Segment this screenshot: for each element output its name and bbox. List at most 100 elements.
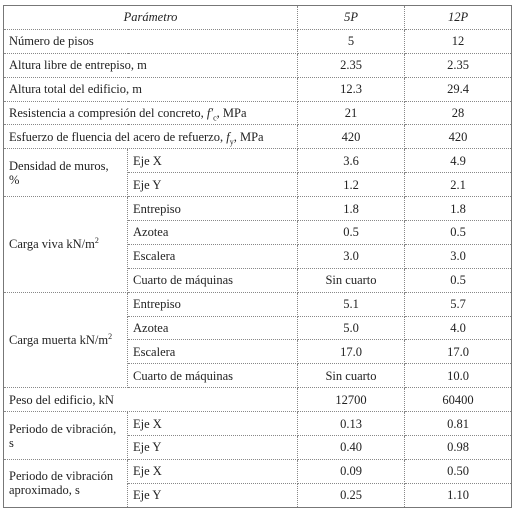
table-row: Escalera 3.0 3.0 — [4, 243, 513, 269]
value-cell: 1.2 — [297, 172, 406, 198]
label-part: f′ — [206, 106, 214, 120]
value-cell: 0.13 — [297, 411, 406, 437]
label-part: 2 — [108, 331, 113, 341]
value-cell: 0.98 — [404, 435, 513, 460]
value-cell: 2.35 — [297, 52, 406, 78]
table-header: Parámetro 5P 12P — [2, 5, 513, 30]
value-cell: 0.5 — [297, 220, 406, 245]
value-cell: 0.5 — [404, 267, 513, 293]
table-row: Azotea 5.0 4.0 — [4, 315, 513, 341]
label-part: y — [229, 137, 234, 147]
sub-label: Eje Y — [126, 482, 299, 508]
sub-label: Eje X — [126, 148, 299, 174]
value-cell: 17.0 — [404, 339, 513, 365]
value-cell: 4.0 — [404, 315, 513, 341]
sub-label: Eje Y — [126, 172, 299, 198]
row-label: Número de pisos — [2, 28, 299, 54]
label-part: Esfuerzo de fluencia del acero de refuer… — [9, 129, 227, 144]
parameter-table: Parámetro 5P 12P Número de pisos 5 12 Altura … — [2, 5, 513, 508]
value-cell: 3.6 — [297, 148, 406, 174]
value-cell: 5 — [297, 28, 406, 54]
table-row: Número de pisos 5 12 — [2, 28, 513, 54]
value-cell: 60400 — [404, 387, 513, 413]
value-cell: 2.35 — [404, 52, 513, 78]
sub-label: Escalera — [126, 243, 299, 269]
table-row: Resistencia a compresión del concreto, f… — [2, 100, 513, 126]
value-cell: 1.8 — [297, 196, 406, 222]
label-part: , MPa — [216, 106, 247, 120]
sub-label: Cuarto de máquinas — [126, 267, 299, 293]
value-cell: 29.4 — [404, 76, 513, 102]
row-label: Altura total del edificio, m — [2, 76, 299, 102]
value-cell: 12.3 — [297, 76, 406, 102]
group-label: Densidad de muros, % — [3, 148, 128, 198]
table-row: Esfuerzo de fluencia del acero de refuer… — [2, 124, 513, 150]
sub-label: Eje X — [126, 458, 299, 484]
value-cell: 4.9 — [404, 148, 513, 174]
value-cell: 5.7 — [404, 291, 513, 317]
sub-label: Entrepiso — [126, 196, 299, 222]
table-row: Altura total del edificio, m 12.3 29.4 — [2, 76, 513, 102]
group-label: Periodo de vibración aproximado, s — [3, 458, 128, 508]
sub-label: Escalera — [126, 339, 299, 365]
table-row: Cuarto de máquinas Sin cuarto 10.0 — [4, 363, 513, 389]
value-cell: 0.40 — [297, 435, 406, 460]
sub-label: Cuarto de máquinas — [126, 363, 299, 389]
table-body: Número de pisos 5 12 Altura libre de entrep… — [2, 28, 513, 508]
value-cell: 3.0 — [404, 243, 513, 269]
value-cell: 0.5 — [404, 220, 513, 245]
row-label: Esfuerzo de fluencia del acero de refuer… — [2, 124, 299, 150]
table-row: Eje Y 1.2 2.1 — [4, 172, 513, 198]
table-row: Eje Y 0.40 0.98 — [4, 435, 513, 460]
value-cell: 5.1 — [297, 291, 406, 317]
row-label: Peso del edificio, kN — [2, 387, 299, 413]
table-row: Periodo de vibración, s Eje X 0.13 0.81 — [3, 411, 513, 460]
value-cell: 21 — [297, 100, 406, 126]
sub-label: Eje X — [126, 411, 299, 437]
header-row: Parámetro 5P 12P — [2, 5, 513, 30]
table-row: Densidad de muros, % Eje X 3.6 4.9 — [3, 148, 513, 198]
label-part: Resistencia a compresión del concreto, — [9, 106, 207, 120]
sub-label: Azotea — [126, 315, 299, 341]
table-row: Peso del edificio, kN 12700 60400 — [2, 387, 513, 413]
value-cell: Sin cuarto — [297, 267, 406, 293]
table-row: Carga viva kN/m2 Entrepiso 1.8 1.8 — [3, 196, 513, 293]
value-cell: 1.8 — [404, 196, 513, 222]
table-row: Eje Y 0.25 1.10 — [4, 482, 513, 508]
label-part: Carga viva kN/m — [9, 237, 95, 252]
header-cell: 12P — [404, 5, 513, 30]
value-cell: 5.0 — [297, 315, 406, 341]
value-cell: 12 — [404, 28, 513, 54]
table-row: Escalera 17.0 17.0 — [4, 339, 513, 365]
label-part: f — [226, 129, 230, 144]
group-label: Periodo de vibración, s — [3, 411, 128, 460]
sub-label: Eje Y — [126, 435, 299, 460]
value-cell: 0.50 — [404, 458, 513, 484]
sub-label: Azotea — [126, 220, 299, 245]
value-cell: 10.0 — [404, 363, 513, 389]
header-cell: 5P — [297, 5, 406, 30]
label-part: Carga muerta kN/m — [9, 332, 109, 347]
value-cell: 420 — [297, 124, 406, 150]
group-label: Carga viva kN/m2 — [3, 196, 128, 293]
sub-label: Entrepiso — [126, 291, 299, 317]
value-cell: 28 — [404, 100, 513, 126]
row-label: Altura libre de entrepiso, m — [2, 52, 299, 78]
table-row: Azotea 0.5 0.5 — [4, 220, 513, 245]
value-cell: 12700 — [297, 387, 406, 413]
table-row: Cuarto de máquinas Sin cuarto 0.5 — [4, 267, 513, 293]
value-cell: 420 — [404, 124, 513, 150]
label-part: c — [213, 113, 217, 123]
value-cell: 3.0 — [297, 243, 406, 269]
value-cell: 17.0 — [297, 339, 406, 365]
label-part: , MPa — [233, 129, 264, 144]
value-cell: 1.10 — [404, 482, 513, 508]
label-part: 2 — [94, 236, 99, 246]
table-row: Carga muerta kN/m2 Entrepiso 5.1 5.7 — [3, 291, 513, 389]
group-label: Carga muerta kN/m2 — [3, 291, 128, 389]
value-cell: 0.25 — [297, 482, 406, 508]
value-cell: 0.81 — [404, 411, 513, 437]
